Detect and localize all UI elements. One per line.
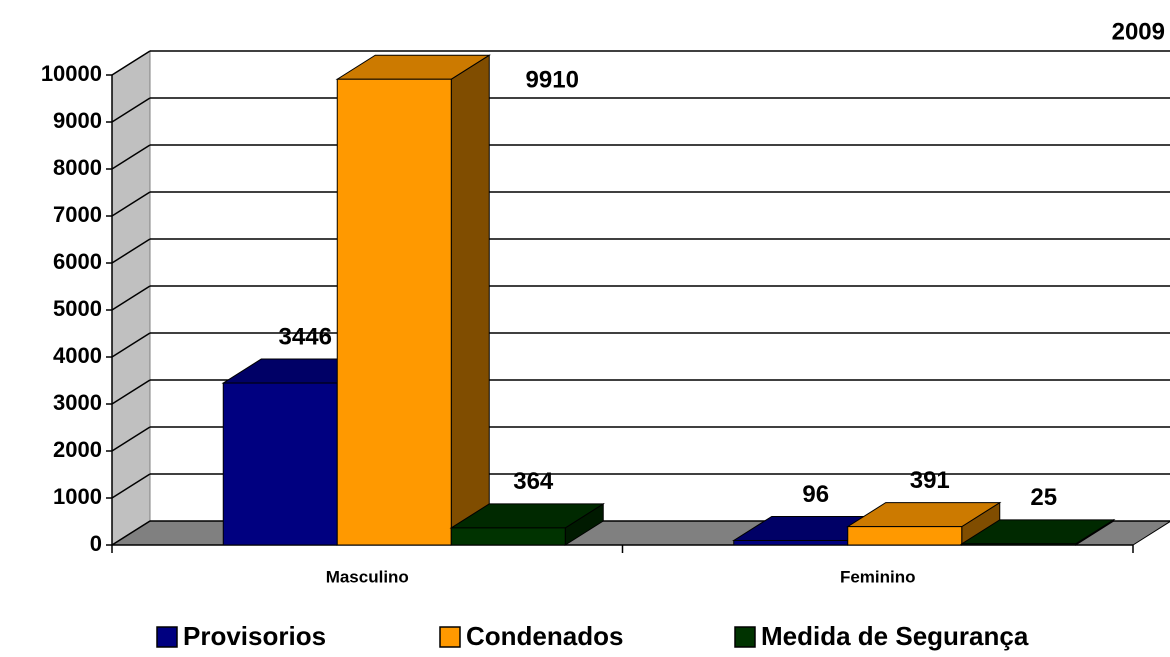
y-tick-label: 9000 [53, 108, 102, 133]
bar [733, 539, 849, 546]
legend-label: Medida de Segurança [761, 621, 1029, 651]
y-tick-label: 4000 [53, 343, 102, 368]
bar [847, 526, 963, 546]
grid-line [111, 144, 151, 170]
grid-line [111, 97, 151, 123]
data-label: 9910 [526, 67, 579, 94]
legend-swatch [734, 626, 756, 648]
bar [450, 527, 566, 546]
grid-line [111, 50, 151, 76]
x-tick-label: Feminino [840, 567, 916, 586]
y-tick-label: 0 [90, 531, 102, 556]
y-tick-label: 5000 [53, 296, 102, 321]
legend-label: Condenados [466, 621, 623, 651]
grid-line [111, 191, 151, 217]
grid-line [111, 379, 151, 405]
bar [336, 78, 452, 546]
y-tick-label: 1000 [53, 484, 102, 509]
data-label: 3446 [279, 323, 332, 350]
data-label: 364 [513, 468, 554, 495]
bar [222, 382, 338, 546]
y-tick-label: 3000 [53, 390, 102, 415]
grid-line [111, 520, 151, 546]
grid-line [111, 238, 151, 264]
chart-title: 2009 [1112, 18, 1165, 45]
x-tick-label: Masculino [326, 567, 409, 586]
data-label: 25 [1030, 484, 1057, 511]
legend-label: Provisorios [183, 621, 326, 651]
legend-swatch [156, 626, 178, 648]
grid-line [111, 426, 151, 452]
data-label: 391 [910, 467, 950, 494]
grid-line [111, 473, 151, 499]
data-label: 96 [802, 481, 829, 508]
y-tick-label: 2000 [53, 437, 102, 462]
y-tick-label: 8000 [53, 155, 102, 180]
bar [961, 543, 1077, 546]
grid-line [111, 285, 151, 311]
legend-swatch [439, 626, 461, 648]
bar-side [450, 54, 490, 546]
grid-line [111, 332, 151, 358]
y-tick-label: 6000 [53, 249, 102, 274]
y-tick-label: 7000 [53, 202, 102, 227]
y-tick-label: 10000 [41, 61, 102, 86]
